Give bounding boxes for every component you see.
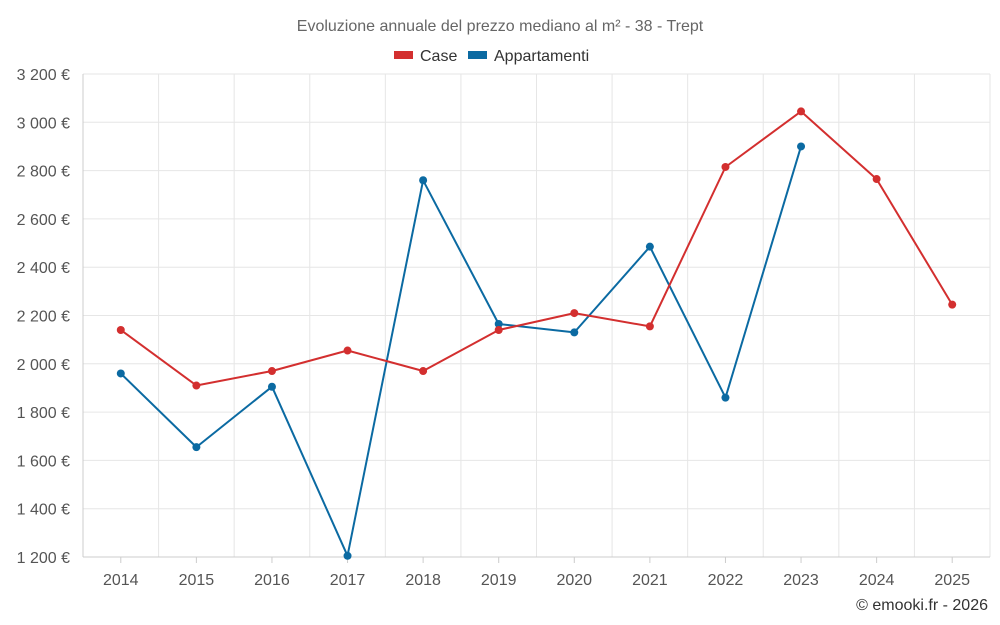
data-point-case[interactable] <box>192 381 201 390</box>
x-tick-label: 2014 <box>103 572 139 589</box>
y-tick-label: 1 400 € <box>17 502 70 519</box>
x-tick-label: 2019 <box>481 572 517 589</box>
x-tick-label: 2022 <box>708 572 744 589</box>
data-point-appartamenti[interactable] <box>419 176 428 185</box>
data-point-appartamenti[interactable] <box>797 142 806 151</box>
y-tick-label: 1 600 € <box>17 453 70 470</box>
data-point-appartamenti[interactable] <box>192 443 201 452</box>
data-point-case[interactable] <box>872 175 881 184</box>
x-tick-label: 2015 <box>179 572 215 589</box>
grid-lines <box>82 73 991 558</box>
y-tick-label: 3 200 € <box>17 67 70 84</box>
legend-label-appartamenti[interactable]: Appartamenti <box>494 48 589 65</box>
data-point-case[interactable] <box>721 162 730 171</box>
chart-title: Evoluzione annuale del prezzo mediano al… <box>297 18 704 35</box>
y-tick-label: 2 800 € <box>17 164 70 181</box>
x-tick-label: 2021 <box>632 572 668 589</box>
x-tick-label: 2018 <box>405 572 441 589</box>
y-tick-label: 2 000 € <box>17 357 70 374</box>
y-tick-label: 2 200 € <box>17 309 70 326</box>
data-point-appartamenti[interactable] <box>343 551 352 560</box>
x-tick-label: 2017 <box>330 572 366 589</box>
legend-label-case[interactable]: Case <box>420 48 457 65</box>
chart-legend: Case Appartamenti <box>394 48 589 65</box>
data-point-case[interactable] <box>116 325 125 334</box>
x-tick-label: 2023 <box>783 572 819 589</box>
series-line-case[interactable] <box>120 110 954 387</box>
data-point-case[interactable] <box>570 309 579 318</box>
data-point-case[interactable] <box>343 346 352 355</box>
x-tick-label: 2020 <box>556 572 592 589</box>
y-tick-label: 2 600 € <box>17 212 70 229</box>
data-point-appartamenti[interactable] <box>570 328 579 337</box>
legend-swatch-appartamenti[interactable] <box>468 51 487 59</box>
x-axis: 2014 2015 2016 2017 2018 2019 2020 2021 2022 2023… <box>83 556 990 589</box>
y-tick-label: 1 800 € <box>17 405 70 422</box>
y-axis: 1 200 € 1 400 € 1 600 € 1 800 € 2 000 € 2 200… <box>17 67 84 567</box>
y-tick-label: 2 400 € <box>17 260 70 277</box>
data-point-case[interactable] <box>645 322 654 331</box>
y-tick-label: 1 200 € <box>17 550 70 567</box>
data-point-case[interactable] <box>797 107 806 116</box>
data-point-appartamenti[interactable] <box>645 242 654 251</box>
y-tick-label: 3 000 € <box>17 115 70 132</box>
data-point-appartamenti[interactable] <box>267 382 276 391</box>
data-point-appartamenti[interactable] <box>721 393 730 402</box>
data-point-appartamenti[interactable] <box>494 319 503 328</box>
data-point-case[interactable] <box>948 300 957 309</box>
data-point-case[interactable] <box>419 367 428 376</box>
data-point-appartamenti[interactable] <box>116 369 125 378</box>
data-point-case[interactable] <box>494 325 503 334</box>
legend-swatch-case[interactable] <box>394 51 413 59</box>
x-tick-label: 2025 <box>934 572 970 589</box>
credit-text: © emooki.fr - 2026 <box>856 597 988 614</box>
x-tick-label: 2024 <box>859 572 895 589</box>
data-point-case[interactable] <box>267 367 276 376</box>
series-line-appartamenti[interactable] <box>120 146 802 557</box>
x-tick-label: 2016 <box>254 572 290 589</box>
series-group <box>116 107 957 560</box>
